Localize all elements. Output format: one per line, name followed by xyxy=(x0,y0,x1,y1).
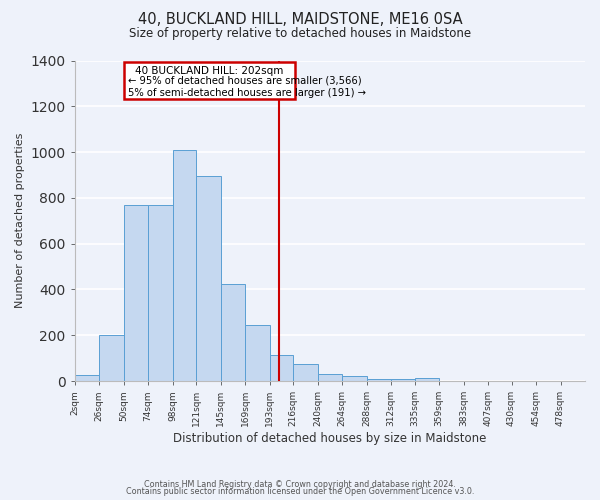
Text: 5% of semi-detached houses are larger (191) →: 5% of semi-detached houses are larger (1… xyxy=(128,88,366,98)
Text: Size of property relative to detached houses in Maidstone: Size of property relative to detached ho… xyxy=(129,28,471,40)
Bar xyxy=(342,376,367,381)
Bar xyxy=(196,176,221,381)
Bar xyxy=(293,364,317,381)
Bar xyxy=(99,335,124,381)
Bar xyxy=(148,204,173,381)
Text: Contains public sector information licensed under the Open Government Licence v3: Contains public sector information licen… xyxy=(126,488,474,496)
Y-axis label: Number of detached properties: Number of detached properties xyxy=(15,133,25,308)
Bar xyxy=(415,378,439,381)
X-axis label: Distribution of detached houses by size in Maidstone: Distribution of detached houses by size … xyxy=(173,432,487,445)
FancyBboxPatch shape xyxy=(124,62,295,100)
Text: Contains HM Land Registry data © Crown copyright and database right 2024.: Contains HM Land Registry data © Crown c… xyxy=(144,480,456,489)
Bar xyxy=(75,376,99,381)
Bar xyxy=(269,354,293,381)
Bar xyxy=(317,374,342,381)
Bar xyxy=(367,379,391,381)
Bar xyxy=(124,204,148,381)
Bar xyxy=(391,379,415,381)
Text: ← 95% of detached houses are smaller (3,566): ← 95% of detached houses are smaller (3,… xyxy=(128,76,361,86)
Bar xyxy=(245,325,269,381)
Bar xyxy=(173,150,196,381)
Text: 40 BUCKLAND HILL: 202sqm: 40 BUCKLAND HILL: 202sqm xyxy=(135,66,284,76)
Text: 40, BUCKLAND HILL, MAIDSTONE, ME16 0SA: 40, BUCKLAND HILL, MAIDSTONE, ME16 0SA xyxy=(137,12,463,28)
Bar xyxy=(221,284,245,381)
